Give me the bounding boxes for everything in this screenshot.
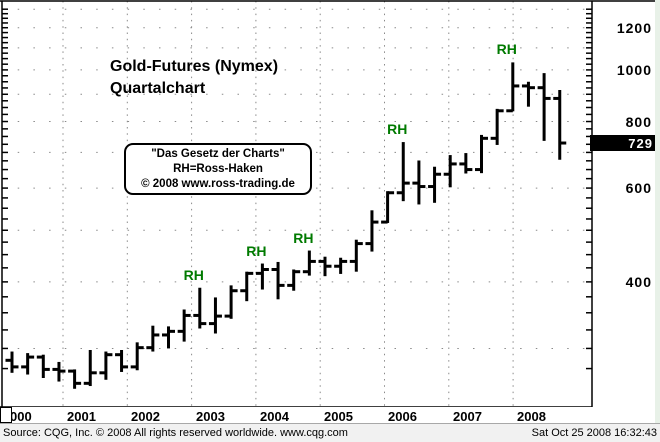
x-axis-year-label: 000 <box>10 409 32 424</box>
info-box-line1: "Das Gesetz der Charts" <box>151 148 285 160</box>
info-box-line2: RH=Ross-Haken <box>173 163 263 175</box>
timestamp-text: Sat Oct 25 2008 16:32:43 <box>531 427 657 439</box>
y-axis-label: 600 <box>625 180 652 197</box>
ross-hook-label: RH <box>387 121 408 138</box>
x-axis-year-label: 2007 <box>453 409 482 424</box>
chart-title-line2: Quartalchart <box>110 80 206 97</box>
x-axis-year-label: 2004 <box>260 409 289 424</box>
x-axis-year-label: 2001 <box>67 409 96 424</box>
ross-hook-label: RH <box>183 266 204 283</box>
x-axis-year-label: 2003 <box>196 409 225 424</box>
status-bar: Source: CQG, Inc. © 2008 All rights rese… <box>0 423 660 442</box>
x-axis-year-label: 2008 <box>517 409 546 424</box>
x-axis-year-label: 2006 <box>388 409 417 424</box>
x-axis-strip: 000 2001 2002 2003 2004 2005 2006 2007 2008 <box>0 407 660 424</box>
info-box-line3: © 2008 www.ross-trading.de <box>141 178 295 190</box>
current-price-value: 729 <box>628 136 653 152</box>
ross-hook-label: RH <box>246 242 267 259</box>
x-axis-year-label: 2005 <box>324 409 353 424</box>
ross-hook-label: RH <box>496 41 517 58</box>
x-axis-year-label: 2002 <box>131 409 160 424</box>
y-axis-label: 1200 <box>616 19 652 36</box>
window-right-edge <box>655 0 660 442</box>
chart-title: Gold-Futures (Nymex) Quartalchart <box>110 56 278 100</box>
info-box: "Das Gesetz der Charts" RH=Ross-Haken © … <box>124 143 312 195</box>
y-axis-label: 1000 <box>616 61 652 78</box>
source-credit-text: Source: CQG, Inc. © 2008 All rights rese… <box>3 427 348 439</box>
y-axis-label: 400 <box>625 273 652 290</box>
ross-hook-label: RH <box>293 229 314 246</box>
axis-corner-notch <box>0 407 12 423</box>
y-axis-label: 800 <box>625 113 652 130</box>
chart-title-line1: Gold-Futures (Nymex) <box>110 58 279 75</box>
current-price-box: 729 <box>590 135 657 152</box>
